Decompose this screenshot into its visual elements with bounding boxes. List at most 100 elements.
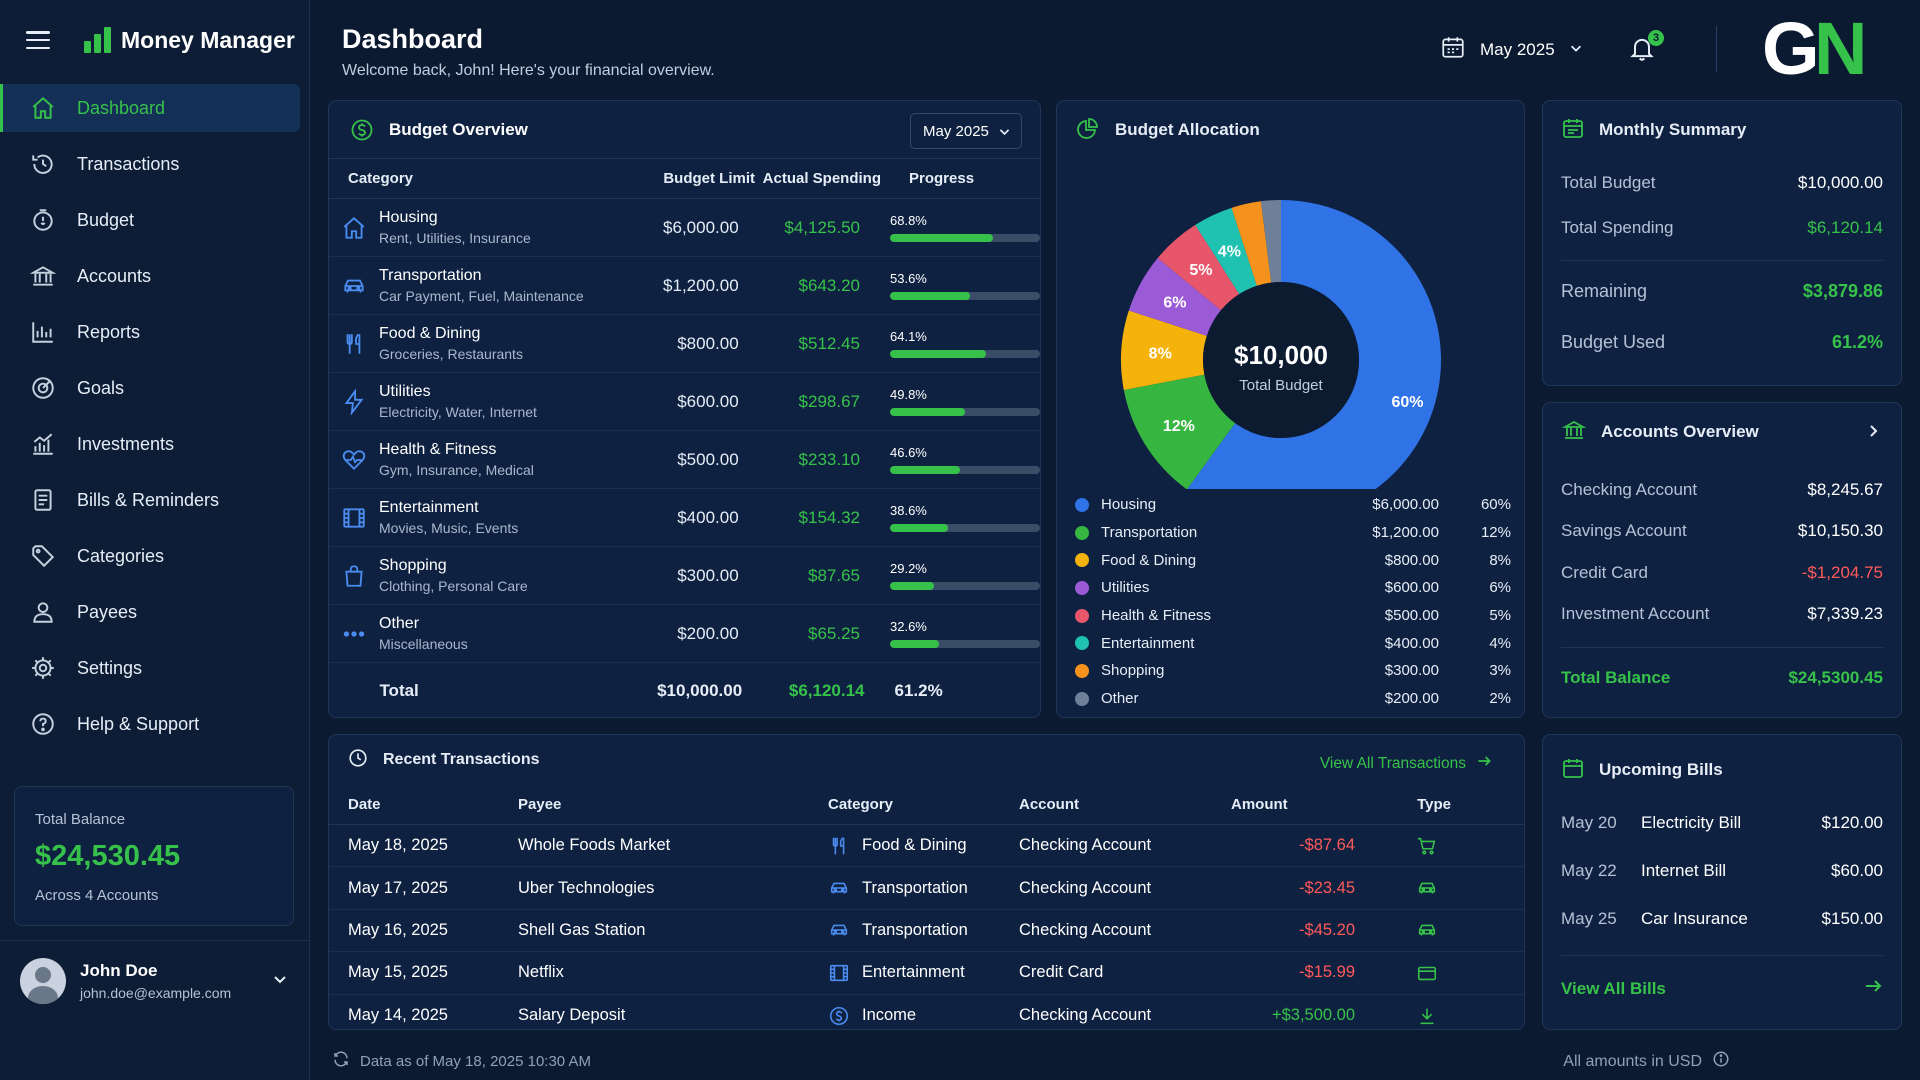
view-all-bills-link[interactable]: View All Bills xyxy=(1543,976,1901,1001)
sidebar-item-goals[interactable]: Goals xyxy=(0,364,300,412)
bell-icon xyxy=(1628,38,1656,66)
budget-row[interactable]: Housing Rent, Utilities, Insurance $6,000.… xyxy=(329,199,1040,257)
sidebar-item-transactions[interactable]: Transactions xyxy=(0,140,300,188)
actual-spending: $154.32 xyxy=(798,507,860,527)
donut-slice-housing[interactable] xyxy=(1187,200,1441,489)
budget-row[interactable]: Entertainment Movies, Music, Events $400.0… xyxy=(329,489,1040,547)
sidebar-item-bills[interactable]: Bills & Reminders xyxy=(0,476,300,524)
legend-percent: 2% xyxy=(1489,690,1511,708)
view-all-transactions-link[interactable]: View All Transactions xyxy=(1320,753,1492,774)
avatar xyxy=(20,957,66,1004)
budget-row[interactable]: Food & Dining Groceries, Restaurants $800.… xyxy=(329,315,1040,373)
sidebar-item-budget[interactable]: Budget xyxy=(0,196,300,244)
budget-row[interactable]: Utilities Electricity, Water, Internet $60… xyxy=(329,373,1040,431)
progress-percent: 29.2% xyxy=(890,561,927,576)
transaction-row[interactable]: May 17, 2025 Uber Technologies Transportat… xyxy=(329,867,1524,910)
card-header[interactable]: Accounts Overview xyxy=(1543,403,1901,461)
gn-logo: G N xyxy=(1762,14,1867,84)
budget-row[interactable]: Shopping Clothing, Personal Care $300.00 $8… xyxy=(329,547,1040,605)
header-divider xyxy=(1716,26,1717,72)
legend-percent: 6% xyxy=(1489,579,1511,597)
sidebar-item-accounts[interactable]: Accounts xyxy=(0,252,300,300)
card-title: Budget Allocation xyxy=(1115,120,1260,139)
transaction-row[interactable]: May 18, 2025 Whole Foods Market Food & Din… xyxy=(329,825,1524,868)
transaction-row[interactable]: May 16, 2025 Shell Gas Station Transportat… xyxy=(329,910,1524,953)
budget-row[interactable]: Other Miscellaneous $200.00 $65.25 32.6% xyxy=(329,605,1040,663)
donut-slice-health-fitness[interactable] xyxy=(1157,224,1240,311)
account-row[interactable]: Credit Card -$1,204.75 xyxy=(1543,552,1901,594)
sidebar-item-reports[interactable]: Reports xyxy=(0,308,300,356)
sidebar-item-categories[interactable]: Categories xyxy=(0,532,300,580)
legend-swatch xyxy=(1075,608,1089,623)
account-row[interactable]: Investment Account $7,339.23 xyxy=(1543,594,1901,636)
tx-payee: Salary Deposit xyxy=(518,1006,626,1025)
legend-item: Other $200.00 2% xyxy=(1075,685,1515,713)
bar-chart-icon xyxy=(29,318,57,346)
tx-date: May 14, 2025 xyxy=(348,1006,448,1025)
legend-item: Shopping $300.00 3% xyxy=(1075,657,1515,685)
column-header: Category xyxy=(828,796,894,813)
month-picker[interactable]: May 2025 xyxy=(1440,34,1583,65)
donut-slice-other[interactable] xyxy=(1260,200,1281,283)
budget-month-select[interactable]: May 2025 xyxy=(910,113,1022,149)
donut-slice-transportation[interactable] xyxy=(1123,374,1236,489)
data-timestamp: Data as of May 18, 2025 10:30 AM xyxy=(332,1050,591,1072)
dollar-icon xyxy=(829,1006,849,1025)
progress-bar xyxy=(890,640,1040,648)
budget-row[interactable]: Health & Fitness Gym, Insurance, Medical $… xyxy=(329,431,1040,489)
summary-total-spending: Total Spending $6,120.14 xyxy=(1543,218,1901,238)
slice-label: 8% xyxy=(1149,345,1172,362)
more-dots-icon xyxy=(343,630,365,637)
tx-account: Checking Account xyxy=(1019,836,1152,855)
total-balance-sub: Across 4 Accounts xyxy=(35,887,159,904)
user-profile[interactable]: John Doe john.doe@example.com xyxy=(0,940,310,1020)
sidebar-item-help[interactable]: Help & Support xyxy=(0,700,300,748)
donut-slice-food-dining[interactable] xyxy=(1121,310,1207,390)
sidebar-item-dashboard[interactable]: Dashboard xyxy=(0,84,300,132)
account-row[interactable]: Checking Account $8,245.67 xyxy=(1543,469,1901,511)
sidebar-item-settings[interactable]: Settings xyxy=(0,644,300,692)
page-subtitle: Welcome back, John! Here's your financia… xyxy=(342,62,715,79)
column-header: Type xyxy=(1417,796,1451,813)
tx-account: Checking Account xyxy=(1019,1006,1152,1025)
bill-row[interactable]: May 20 Electricity Bill $120.00 xyxy=(1543,799,1901,847)
transaction-row[interactable]: May 15, 2025 Netflix Entertainment Credit C… xyxy=(329,952,1524,995)
total-actual: $6,120.14 xyxy=(788,680,865,700)
bill-row[interactable]: May 22 Internet Bill $60.00 xyxy=(1543,847,1901,895)
credit-card-icon xyxy=(1417,966,1437,981)
sidebar-item-investments[interactable]: Investments xyxy=(0,420,300,468)
value: $3,879.86 xyxy=(1802,281,1883,301)
bill-row[interactable]: May 25 Car Insurance $150.00 xyxy=(1543,895,1901,943)
budget-row[interactable]: Transportation Car Payment, Fuel, Mainten… xyxy=(329,257,1040,315)
sidebar-item-payees[interactable]: Payees xyxy=(0,588,300,636)
app-name: Money Manager xyxy=(121,26,295,53)
legend-amount: $400.00 xyxy=(1384,634,1439,652)
divider xyxy=(1561,955,1883,956)
legend-name: Health & Fitness xyxy=(1101,607,1212,625)
label: Total Spending xyxy=(1561,218,1674,237)
tx-amount: +$3,500.00 xyxy=(1271,1006,1355,1025)
donut-slice-entertainment[interactable] xyxy=(1195,207,1257,295)
notifications-button[interactable]: 3 xyxy=(1628,30,1664,66)
tx-date: May 17, 2025 xyxy=(348,878,448,897)
chevron-right-icon[interactable] xyxy=(1865,423,1881,444)
chevron-down-icon[interactable] xyxy=(272,971,288,992)
donut-slice-utilities[interactable] xyxy=(1128,258,1221,336)
gear-icon xyxy=(29,654,57,682)
account-row[interactable]: Savings Account $10,150.30 xyxy=(1543,511,1901,553)
account-balance: $10,150.30 xyxy=(1797,521,1883,541)
bill-name: Car Insurance xyxy=(1641,909,1748,928)
transaction-row[interactable]: May 14, 2025 Salary Deposit Income Checking… xyxy=(329,995,1524,1037)
donut-slice-shopping[interactable] xyxy=(1231,201,1272,286)
menu-icon[interactable] xyxy=(26,31,50,49)
progress-bar xyxy=(890,524,1040,532)
budget-limit: $300.00 xyxy=(677,565,739,585)
progress-fill xyxy=(890,466,960,474)
currency-note-text: All amounts in USD xyxy=(1563,1052,1702,1070)
card-header: Recent Transactions xyxy=(329,735,1524,785)
refresh-icon[interactable] xyxy=(332,1050,350,1072)
tx-category: Food & Dining xyxy=(862,836,967,855)
info-icon[interactable] xyxy=(1712,1050,1730,1073)
column-header: Payee xyxy=(518,796,562,813)
category-sub: Car Payment, Fuel, Maintenance xyxy=(379,288,584,304)
